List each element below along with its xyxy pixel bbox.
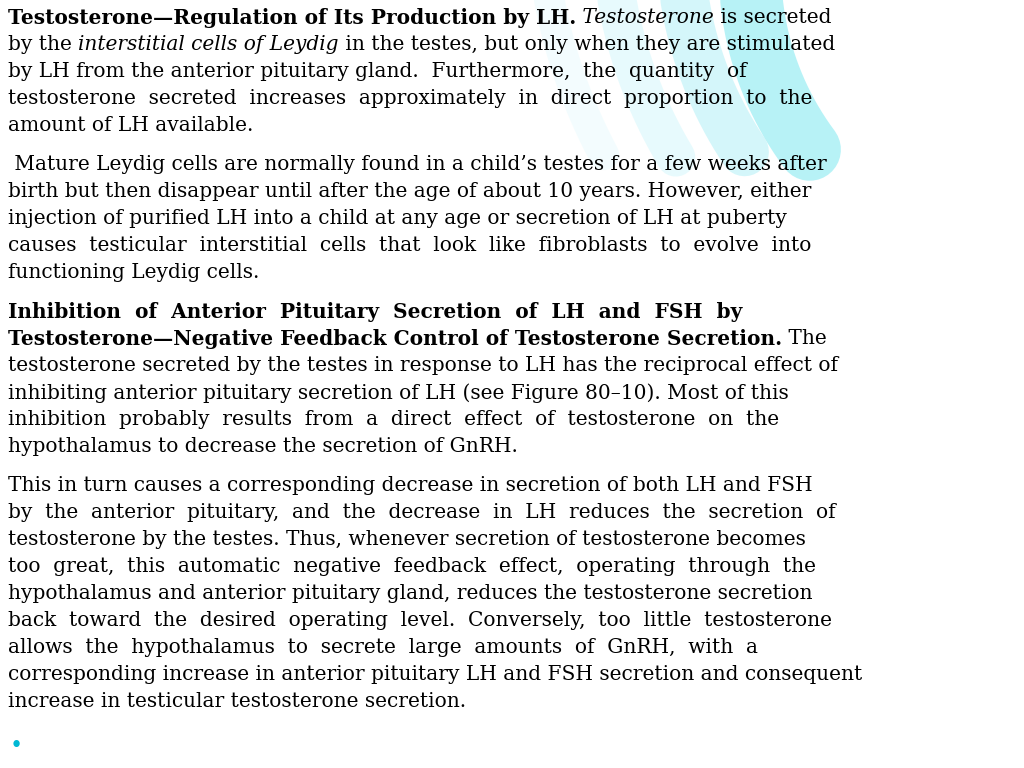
- Text: testosterone secreted by the testes in response to LH has the reciprocal effect : testosterone secreted by the testes in r…: [8, 356, 838, 375]
- Text: causes  testicular  interstitial  cells  that  look  like  fibroblasts  to  evol: causes testicular interstitial cells tha…: [8, 236, 811, 255]
- Text: Inhibition  of  Anterior  Pituitary  Secretion  of  LH  and  FSH  by: Inhibition of Anterior Pituitary Secreti…: [8, 302, 742, 322]
- Text: allows  the  hypothalamus  to  secrete  large  amounts  of  GnRH,  with  a: allows the hypothalamus to secrete large…: [8, 638, 758, 657]
- Text: in the testes, but only when they are stimulated: in the testes, but only when they are st…: [339, 35, 835, 54]
- Text: hypothalamus to decrease the secretion of GnRH.: hypothalamus to decrease the secretion o…: [8, 437, 518, 456]
- Text: by the: by the: [8, 35, 78, 54]
- Text: too  great,  this  automatic  negative  feedback  effect,  operating  through  t: too great, this automatic negative feedb…: [8, 557, 816, 576]
- Text: testosterone by the testes. Thus, whenever secretion of testosterone becomes: testosterone by the testes. Thus, whenev…: [8, 530, 806, 549]
- Text: amount of LH available.: amount of LH available.: [8, 116, 253, 135]
- Text: functioning Leydig cells.: functioning Leydig cells.: [8, 263, 259, 282]
- Text: injection of purified LH into a child at any age or secretion of LH at puberty: injection of purified LH into a child at…: [8, 209, 786, 228]
- Text: is secreted: is secreted: [714, 8, 831, 27]
- Text: interstitial cells of Leydig: interstitial cells of Leydig: [78, 35, 339, 54]
- Text: Testosterone—Negative Feedback Control of Testosterone Secretion.: Testosterone—Negative Feedback Control o…: [8, 329, 782, 349]
- Text: increase in testicular testosterone secretion.: increase in testicular testosterone secr…: [8, 692, 466, 711]
- Text: Testosterone—Regulation of Its Production by LH.: Testosterone—Regulation of Its Productio…: [8, 8, 577, 28]
- Text: by LH from the anterior pituitary gland.  Furthermore,  the  quantity  of: by LH from the anterior pituitary gland.…: [8, 62, 746, 81]
- Text: corresponding increase in anterior pituitary LH and FSH secretion and consequent: corresponding increase in anterior pitui…: [8, 665, 862, 684]
- Text: Mature Leydig cells are normally found in a child’s testes for a few weeks after: Mature Leydig cells are normally found i…: [8, 155, 826, 174]
- Text: back  toward  the  desired  operating  level.  Conversely,  too  little  testost: back toward the desired operating level.…: [8, 611, 831, 630]
- Text: inhibition  probably  results  from  a  direct  effect  of  testosterone  on  th: inhibition probably results from a direc…: [8, 410, 779, 429]
- Text: hypothalamus and anterior pituitary gland, reduces the testosterone secretion: hypothalamus and anterior pituitary glan…: [8, 584, 812, 603]
- Text: Testosterone: Testosterone: [577, 8, 714, 27]
- Text: birth but then disappear until after the age of about 10 years. However, either: birth but then disappear until after the…: [8, 182, 811, 201]
- Text: The: The: [782, 329, 826, 348]
- Text: •: •: [10, 735, 24, 757]
- Text: by  the  anterior  pituitary,  and  the  decrease  in  LH  reduces  the  secreti: by the anterior pituitary, and the decre…: [8, 503, 836, 522]
- Text: testosterone  secreted  increases  approximately  in  direct  proportion  to  th: testosterone secreted increases approxim…: [8, 89, 812, 108]
- Text: This in turn causes a corresponding decrease in secretion of both LH and FSH: This in turn causes a corresponding decr…: [8, 476, 813, 495]
- Text: inhibiting anterior pituitary secretion of LH (see Figure 80–10). Most of this: inhibiting anterior pituitary secretion …: [8, 383, 788, 402]
